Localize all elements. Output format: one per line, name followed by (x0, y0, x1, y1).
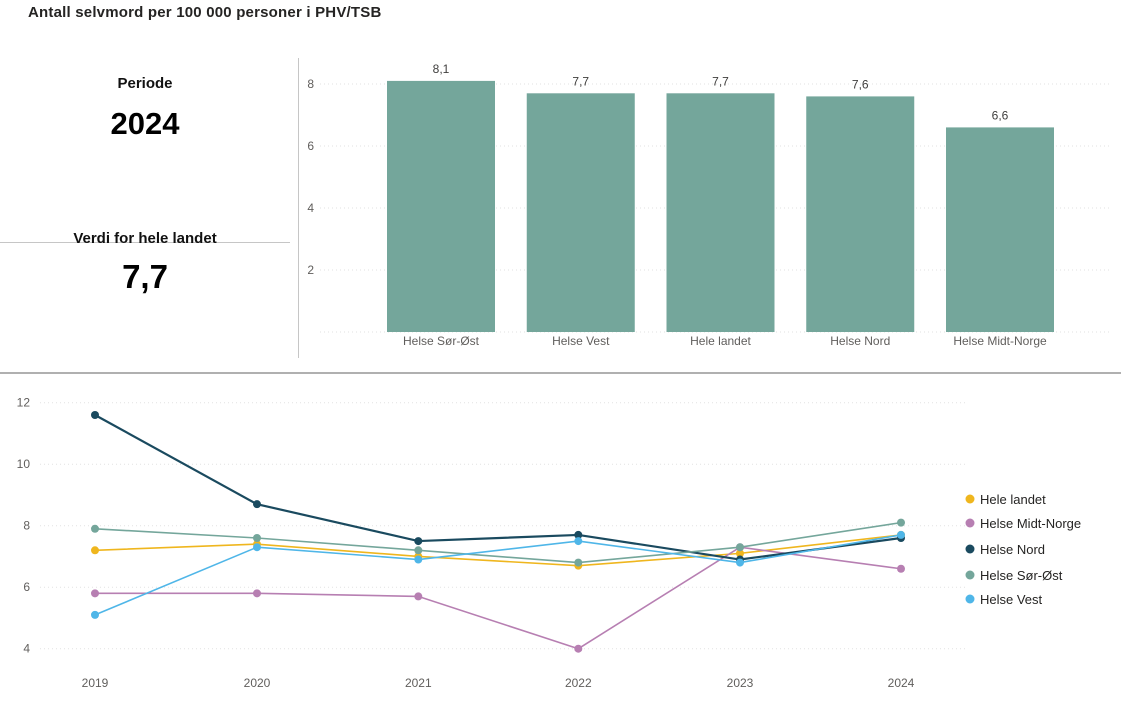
bar-y-tick: 4 (307, 201, 314, 215)
data-point[interactable] (253, 534, 261, 542)
bar-y-tick: 6 (307, 139, 314, 153)
data-point[interactable] (91, 610, 99, 619)
legend-item-Helse Vest[interactable]: Helse Vest (965, 592, 1043, 607)
bar-chart: 8 6 4 2 8,1 Helse Sør-Øst 7,7 Helse Vest 7,7 Hele… (307, 62, 1110, 348)
legend-dot (965, 544, 975, 554)
data-point[interactable] (897, 518, 905, 527)
line-x-tick: 2024 (888, 676, 915, 690)
bar-category-label: Helse Vest (552, 334, 610, 348)
legend-label: Helse Sør-Øst (980, 568, 1063, 583)
data-point[interactable] (253, 543, 261, 552)
bar-value-label: 6,6 (992, 108, 1009, 122)
data-point[interactable] (414, 546, 423, 555)
bar-Helse Sør-Øst[interactable] (387, 80, 495, 333)
data-point[interactable] (574, 558, 583, 567)
data-point[interactable] (253, 589, 261, 598)
data-point[interactable] (897, 530, 905, 539)
line-y-tick: 8 (23, 519, 30, 533)
bar-Helse Nord[interactable] (806, 96, 915, 333)
legend-label: Helse Midt-Norge (980, 516, 1081, 531)
legend-label: Helse Vest (980, 592, 1043, 607)
data-point[interactable] (736, 558, 744, 567)
series-Helse Sør-Øst (91, 518, 905, 567)
line-x-tick: 2019 (82, 676, 109, 690)
legend-dot (965, 570, 975, 580)
periode-label: Periode (117, 75, 173, 92)
series-line[interactable] (94, 534, 902, 616)
line-y-tick: 6 (23, 580, 30, 594)
series-line[interactable] (94, 414, 902, 561)
line-y-tick: 12 (17, 396, 31, 410)
data-point[interactable] (414, 537, 423, 546)
verdi-value: 7,7 (122, 258, 168, 295)
verdi-label: Verdi for hele landet (73, 230, 217, 247)
bar-y-tick: 2 (307, 263, 314, 277)
data-point[interactable] (574, 537, 583, 546)
bar-category-label: Helse Nord (830, 334, 890, 348)
data-point[interactable] (91, 589, 99, 598)
legend-item-Hele landet[interactable]: Hele landet (965, 492, 1047, 507)
line-y-tick: 10 (17, 457, 31, 471)
legend-label: Helse Nord (980, 542, 1045, 557)
bar-Helse Vest[interactable] (526, 93, 635, 332)
data-point[interactable] (91, 546, 99, 555)
data-point[interactable] (91, 411, 99, 419)
vertical-divider (298, 58, 299, 358)
line-x-tick: 2021 (405, 676, 432, 690)
data-point[interactable] (897, 564, 905, 573)
line-x-tick: 2023 (727, 676, 754, 690)
bar-Hele landet[interactable] (666, 93, 775, 332)
kpi-divider (0, 242, 290, 243)
legend-item-Helse Sør-Øst[interactable]: Helse Sør-Øst (965, 568, 1063, 583)
legend-dot (965, 494, 975, 504)
bar-Helse Midt-Norge[interactable] (946, 127, 1054, 333)
data-point[interactable] (736, 549, 744, 558)
data-point[interactable] (253, 500, 261, 509)
bar-y-tick: 8 (307, 77, 314, 91)
bar-category-label: Helse Midt-Norge (953, 334, 1047, 348)
data-point[interactable] (414, 592, 423, 601)
legend-dot (965, 518, 975, 528)
line-y-tick: 4 (23, 642, 30, 656)
bar-category-label: Hele landet (690, 334, 751, 348)
line-x-tick: 2020 (244, 676, 271, 690)
section-divider (0, 372, 1121, 374)
legend-item-Helse Nord[interactable]: Helse Nord (965, 542, 1046, 557)
data-point[interactable] (574, 644, 583, 653)
series-line[interactable] (94, 521, 902, 564)
legend-dot (965, 594, 975, 604)
data-point[interactable] (414, 555, 423, 564)
bar-value-label: 7,6 (852, 77, 869, 91)
data-point[interactable] (91, 524, 99, 533)
bar-value-label: 7,7 (712, 74, 729, 88)
bar-category-label: Helse Sør-Øst (403, 334, 480, 348)
kpi-panel: Periode 2024 Verdi for hele landet 7,7 (0, 46, 290, 372)
bar-value-label: 8,1 (433, 62, 450, 76)
series-Helse Vest (91, 530, 905, 619)
line-chart: 12 10 8 6 4 2019 2020 2021 2022 2023 2024 Hele land… (17, 396, 1082, 690)
line-x-tick: 2022 (565, 676, 592, 690)
series-Helse Midt-Norge (91, 543, 905, 653)
data-point[interactable] (736, 543, 744, 552)
periode-value: 2024 (110, 106, 180, 141)
legend-item-Helse Midt-Norge[interactable]: Helse Midt-Norge (965, 516, 1082, 531)
legend-label: Hele landet (980, 492, 1046, 507)
bar-value-label: 7,7 (572, 74, 589, 88)
page-title: Antall selvmord per 100 000 personer i P… (28, 4, 382, 21)
series-line[interactable] (95, 546, 902, 650)
data-point[interactable] (574, 530, 583, 539)
